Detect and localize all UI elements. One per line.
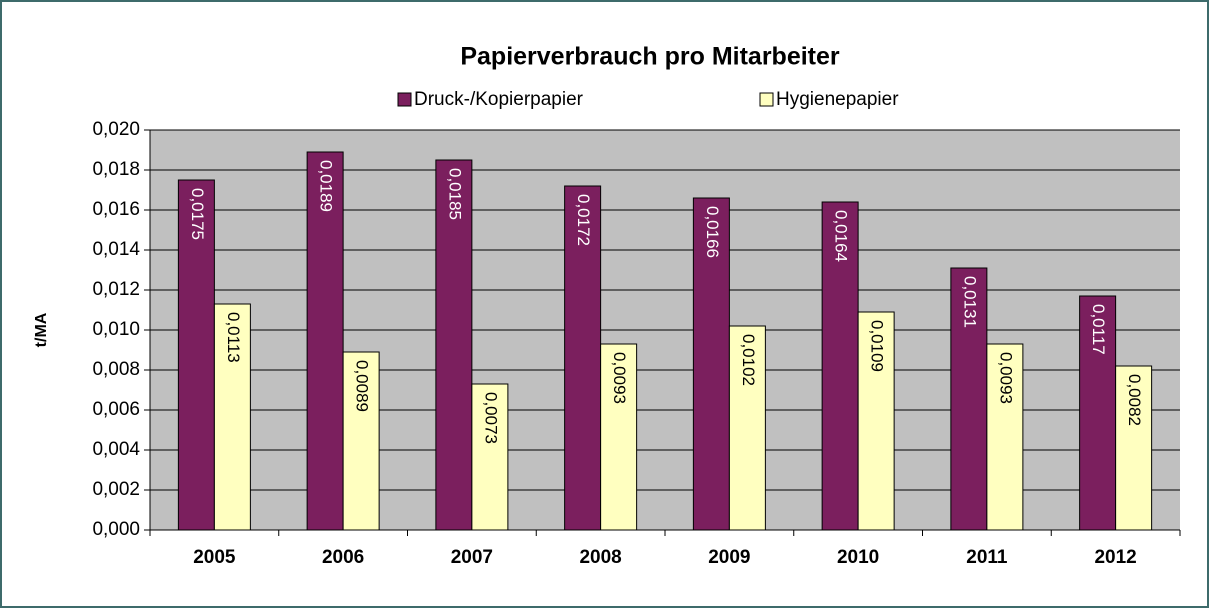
data-label: 0,0093 bbox=[996, 352, 1015, 404]
bar bbox=[986, 343, 1024, 531]
x-tick-label: 2008 bbox=[579, 547, 621, 568]
y-axis-title: t/MA bbox=[33, 312, 50, 347]
x-tick-label: 2006 bbox=[322, 547, 364, 568]
x-tick-label: 2005 bbox=[193, 547, 236, 568]
legend-swatch bbox=[759, 92, 774, 107]
data-label: 0,0113 bbox=[224, 312, 243, 363]
data-label: 0,0117 bbox=[1089, 304, 1108, 355]
bar bbox=[342, 351, 380, 531]
bar bbox=[600, 343, 638, 531]
legend-label: Druck-/Kopierpapier bbox=[414, 89, 584, 110]
bar bbox=[306, 151, 344, 531]
legend-swatch bbox=[397, 92, 412, 107]
data-label: 0,0164 bbox=[832, 210, 851, 262]
x-tick-label: 2012 bbox=[1094, 547, 1136, 568]
y-tick-label: 0,004 bbox=[92, 439, 140, 460]
data-label: 0,0166 bbox=[703, 206, 722, 258]
y-tick-label: 0,012 bbox=[92, 279, 140, 300]
x-tick-label: 2007 bbox=[451, 547, 493, 568]
y-tick-label: 0,000 bbox=[92, 519, 140, 540]
x-tick-label: 2011 bbox=[966, 547, 1008, 568]
y-tick-label: 0,018 bbox=[92, 159, 140, 180]
y-tick-label: 0,008 bbox=[92, 359, 140, 380]
bar bbox=[564, 185, 602, 531]
data-label: 0,0082 bbox=[1125, 374, 1144, 426]
data-label: 0,0109 bbox=[868, 320, 887, 372]
bar bbox=[950, 267, 988, 531]
legend-label: Hygienepapier bbox=[776, 89, 899, 110]
data-label: 0,0175 bbox=[188, 188, 207, 240]
y-tick-label: 0,016 bbox=[92, 199, 140, 220]
bar bbox=[857, 311, 895, 531]
y-tick-label: 0,020 bbox=[92, 119, 140, 140]
data-label: 0,0073 bbox=[481, 392, 500, 444]
bar bbox=[1115, 365, 1153, 531]
data-label: 0,0102 bbox=[739, 334, 758, 386]
data-label: 0,0089 bbox=[353, 360, 372, 412]
y-tick-label: 0,014 bbox=[92, 239, 140, 260]
x-tick-label: 2010 bbox=[837, 547, 879, 568]
data-label: 0,0093 bbox=[610, 352, 629, 404]
chart-title: Papierverbrauch pro Mitarbeiter bbox=[460, 43, 840, 71]
bar bbox=[435, 159, 473, 531]
y-tick-label: 0,002 bbox=[92, 479, 140, 500]
data-label: 0,0172 bbox=[574, 194, 593, 246]
y-tick-label: 0,006 bbox=[92, 399, 140, 420]
data-label: 0,0131 bbox=[960, 276, 979, 328]
data-label: 0,0185 bbox=[445, 168, 464, 220]
bar bbox=[471, 383, 509, 531]
data-label: 0,0189 bbox=[317, 160, 336, 212]
x-tick-label: 2009 bbox=[708, 547, 750, 568]
y-tick-label: 0,010 bbox=[92, 319, 140, 340]
